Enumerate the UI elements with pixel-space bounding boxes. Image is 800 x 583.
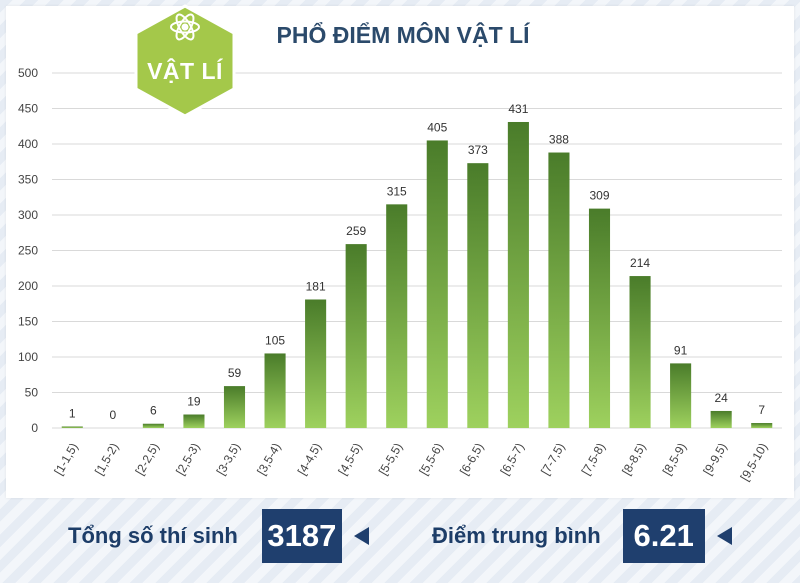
total-value: 3187: [267, 518, 337, 553]
x-tick-label: [3,5-4): [254, 441, 283, 478]
badge-label: VẬT LÍ: [147, 58, 223, 84]
x-tick-label: [1,5-2): [92, 441, 121, 478]
bar-value-label: 7: [758, 403, 765, 417]
bar: [588, 208, 611, 428]
bar-value-label: 405: [427, 120, 447, 134]
average-score: Điểm trung bình 6.21: [432, 509, 732, 563]
x-tick-label: [1-1,5): [51, 441, 80, 478]
x-tick-label: [8,5-9): [660, 441, 689, 478]
bar-value-label: 214: [630, 256, 650, 270]
x-tick-label: [3-3,5): [214, 441, 243, 478]
bar: [61, 426, 83, 428]
total-candidates: Tổng số thí sinh 3187: [68, 509, 369, 563]
bar-value-label: 1: [69, 407, 76, 421]
x-tick-label: [5,5-6): [416, 441, 445, 478]
bar-value-label: 315: [387, 184, 407, 198]
y-tick-label: 0: [31, 421, 38, 435]
bar: [223, 386, 246, 428]
average-value: 6.21: [633, 518, 694, 553]
bar: [264, 353, 286, 428]
y-tick-label: 300: [18, 208, 38, 222]
average-value-box: 6.21: [622, 509, 705, 563]
bar: [670, 363, 692, 428]
bar-value-label: 6: [150, 404, 157, 418]
bar: [710, 410, 732, 428]
bar-chart: 0 50 100 150 200 250 300 350 400 450 500 1 [1-1,5) 0 […: [18, 66, 782, 484]
bar: [507, 121, 529, 429]
x-tick-label: [9,5-10): [738, 441, 771, 484]
pointer-left-icon: [353, 527, 369, 545]
y-tick-label: 400: [18, 137, 38, 151]
average-label: Điểm trung bình: [432, 523, 601, 548]
bar: [629, 276, 651, 428]
atom-icon: [170, 13, 200, 41]
x-tick-label: [7,5-8): [579, 441, 608, 478]
bar: [386, 204, 408, 428]
bar-value-label: 19: [187, 395, 201, 409]
x-tick-label: [6,5-7): [498, 441, 527, 478]
y-tick-label: 450: [18, 102, 38, 116]
bar-value-label: 309: [589, 189, 609, 203]
bar-value-label: 59: [228, 366, 242, 380]
x-tick-label: [8-8,5): [619, 441, 648, 478]
bar: [183, 414, 205, 428]
y-tick-label: 250: [18, 244, 38, 258]
x-tick-label: [7-7,5): [538, 441, 567, 478]
y-tick-label: 500: [18, 66, 38, 80]
total-label: Tổng số thí sinh: [68, 523, 238, 548]
bar: [426, 140, 448, 428]
bar-value-label: 431: [508, 102, 528, 116]
bar-value-label: 181: [306, 279, 326, 293]
bar: [142, 423, 164, 428]
pointer-left-icon: [716, 527, 732, 545]
bar: [467, 163, 489, 429]
bar-value-label: 0: [109, 408, 116, 422]
x-tick-label: [5-5,5): [376, 441, 405, 478]
bar-value-label: 259: [346, 224, 366, 238]
bar-value-label: 388: [549, 133, 569, 147]
x-tick-label: [2-2,5): [133, 441, 162, 478]
bar: [345, 244, 367, 428]
subject-badge: [134, 4, 236, 118]
y-tick-label: 50: [25, 386, 39, 400]
x-tick-label: [9-9,5): [700, 441, 729, 478]
y-tick-label: 150: [18, 315, 38, 329]
x-tick-label: [4,5-5): [335, 441, 364, 478]
y-tick-label: 350: [18, 173, 38, 187]
bar: [305, 299, 327, 428]
x-tick-label: [4-4,5): [295, 441, 324, 478]
y-tick-label: 200: [18, 279, 38, 293]
bar-value-label: 91: [674, 343, 688, 357]
y-tick-label: 100: [18, 350, 38, 364]
bar-value-label: 105: [265, 333, 285, 347]
bar-value-label: 373: [468, 143, 488, 157]
x-tick-label: [6-6,5): [457, 441, 486, 478]
total-value-box: 3187: [261, 509, 342, 563]
bar-value-label: 24: [714, 391, 728, 405]
bar: [751, 423, 773, 428]
x-tick-label: [2,5-3): [173, 441, 202, 478]
chart-title: PHỔ ĐIỂM MÔN VẬT LÍ: [276, 22, 530, 48]
bar: [548, 152, 570, 428]
